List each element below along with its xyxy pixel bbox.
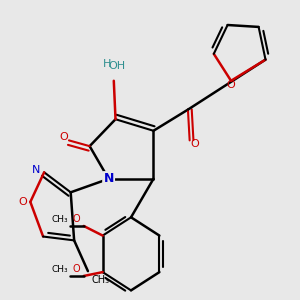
Text: O: O <box>227 80 236 90</box>
Text: CH₃: CH₃ <box>52 215 68 224</box>
Text: O: O <box>18 197 27 207</box>
Text: H: H <box>103 59 111 69</box>
Text: N: N <box>32 165 41 176</box>
Text: OH: OH <box>109 61 126 71</box>
Text: O: O <box>73 214 80 224</box>
Text: CH₃: CH₃ <box>52 265 68 274</box>
Text: N: N <box>103 172 114 185</box>
Text: CH₃: CH₃ <box>92 275 110 285</box>
Text: O: O <box>73 264 80 274</box>
Text: O: O <box>59 131 68 142</box>
Text: O: O <box>190 139 199 149</box>
